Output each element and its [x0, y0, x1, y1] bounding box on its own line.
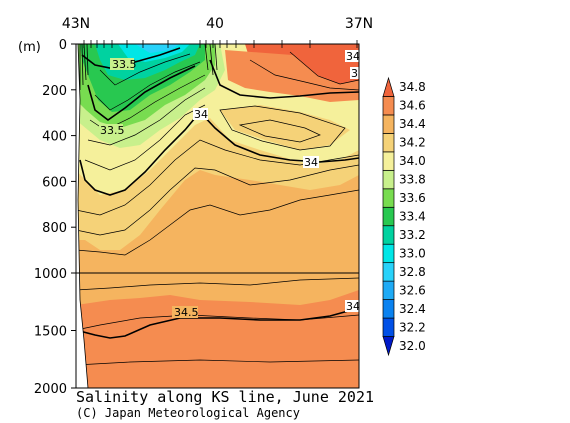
y-axis-unit: (m)	[18, 40, 41, 55]
bottom-topography-line	[77, 44, 89, 388]
x-tick-label-43n: 43N	[62, 16, 90, 32]
y-axis-tick-label: 2000	[34, 382, 67, 397]
contour-34-upper	[209, 59, 359, 99]
chart-title: Salinity along KS line, June 2021	[76, 388, 375, 406]
colorbar-segment	[382, 225, 395, 245]
colorbar-tick-label: 34.0	[399, 154, 426, 168]
y-axis-tick-label: 800	[42, 221, 67, 236]
colorbar-tick-label: 33.0	[399, 246, 426, 260]
y-axis-ticks: 0 200 400 600 800 1000 1500 2000	[34, 38, 76, 397]
colorbar-segment	[382, 317, 395, 337]
colorbar-tick-label: 33.4	[399, 210, 426, 224]
contour-label: 3	[351, 67, 358, 80]
colorbar-segment	[382, 262, 395, 282]
plot-frame	[75, 43, 360, 389]
colorbar-segment	[382, 133, 395, 153]
x-tick-label-37n: 37N	[345, 16, 373, 32]
colorbar-segment	[382, 336, 395, 357]
colorbar-tick-label: 32.4	[399, 302, 426, 316]
colorbar-tick-label: 33.2	[399, 228, 426, 242]
colorbar-tick-label: 33.6	[399, 191, 426, 205]
colorbar-tick-label: 34.6	[399, 99, 426, 113]
colorbar-tick-label: 34.8	[399, 80, 426, 94]
salinity-field	[76, 44, 359, 388]
colorbar-tick-label: 32.8	[399, 265, 426, 279]
colorbar-tick-label: 34.2	[399, 136, 426, 150]
contour-label: 34.5	[174, 306, 199, 319]
contour-label: 34	[194, 108, 208, 121]
x-tick-label-40: 40	[206, 16, 224, 32]
colorbar-segment	[382, 96, 395, 116]
band-32-8	[135, 44, 180, 53]
contour-label: 33.5	[100, 124, 125, 137]
colorbar-segment	[382, 114, 395, 134]
contour-label: 33.5	[112, 58, 137, 71]
contour-labels: 33.5 33.5 34 34 34 3 34.5 34	[99, 50, 361, 319]
colorbar-segment	[382, 169, 395, 190]
chart-credit: (C) Japan Meteorological Agency	[76, 406, 300, 420]
colorbar-segment	[382, 243, 395, 264]
colorbar-segment	[382, 76, 395, 97]
colorbar-tick-label: 32.2	[399, 320, 426, 334]
colorbar-segment	[382, 188, 395, 208]
contour-33-5-lower	[87, 65, 196, 121]
colorbar-tick-label: 33.8	[399, 173, 426, 187]
colorbar: 32.0 32.2 32.4 32.6 32.8 33.0 33.2 33.4 33.6 33.8…	[382, 76, 426, 357]
colorbar-tick-label: 32.0	[399, 339, 426, 353]
band-surface-warm-3	[290, 50, 359, 84]
colorbar-segment	[382, 299, 395, 319]
contour-label: 34	[346, 300, 360, 313]
y-axis-tick-label: 1500	[34, 325, 67, 340]
y-axis-tick-label: 200	[42, 84, 67, 99]
colorbar-tick-label: 32.6	[399, 283, 426, 297]
colorbar-segment	[382, 151, 395, 171]
colorbar-tick-label: 34.4	[399, 117, 426, 131]
colorbar-segment	[382, 206, 395, 227]
contour-label: 34	[346, 50, 360, 63]
y-axis-tick-label: 600	[42, 175, 67, 190]
coastal-contours	[79, 44, 218, 90]
y-axis-tick-label: 400	[42, 130, 67, 145]
contour-label: 34	[304, 156, 318, 169]
colorbar-segment	[382, 280, 395, 300]
y-axis-tick-label: 1000	[34, 267, 67, 282]
band-subsurface-lens	[220, 105, 350, 150]
station-ticks	[83, 40, 358, 48]
y-axis-tick-label: 0	[59, 38, 67, 53]
